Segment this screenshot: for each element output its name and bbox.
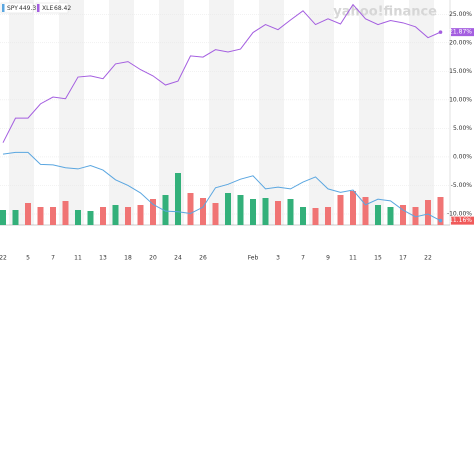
volume-bar bbox=[425, 200, 431, 225]
volume-bar bbox=[362, 197, 369, 225]
last-label: 21.87% bbox=[449, 29, 472, 36]
legend-swatch bbox=[2, 4, 5, 12]
last-label: -11.16% bbox=[447, 217, 472, 224]
x-tick-label: 15 bbox=[374, 255, 382, 262]
volume-bar bbox=[150, 199, 156, 225]
volume-bar bbox=[400, 205, 406, 225]
y-tick-label: 10.00% bbox=[449, 96, 472, 103]
x-tick-label: 18 bbox=[124, 255, 132, 262]
y-tick-label: -5.00% bbox=[451, 182, 473, 189]
volume-bar bbox=[212, 203, 219, 225]
volume-bar bbox=[125, 207, 131, 225]
x-tick-label: 5 bbox=[26, 255, 30, 262]
x-tick-label: 24 bbox=[174, 255, 182, 262]
x-tick-label: 3 bbox=[276, 255, 280, 262]
line-series bbox=[2, 151, 441, 222]
volume-bar bbox=[262, 198, 269, 225]
volume-bar bbox=[275, 201, 281, 225]
x-tick-label: 11 bbox=[74, 255, 82, 262]
volume-bar bbox=[237, 195, 244, 225]
y-tick-label: -10.00% bbox=[447, 211, 472, 218]
volume-bar bbox=[87, 211, 94, 225]
y-tick-label: 20.00% bbox=[449, 39, 472, 46]
volume-bar bbox=[225, 193, 231, 225]
volume-bar bbox=[12, 210, 19, 225]
y-tick-label: 5.00% bbox=[453, 125, 472, 132]
volume-bar bbox=[250, 199, 256, 225]
volume-bar bbox=[25, 203, 31, 225]
volume-bar bbox=[112, 205, 119, 225]
watermark: yahoo!finance bbox=[333, 5, 437, 20]
x-tick-label: 7 bbox=[301, 255, 305, 262]
volume-bar bbox=[337, 195, 344, 225]
volume-bar bbox=[187, 193, 194, 225]
x-tick-label: 7 bbox=[51, 255, 55, 262]
volume-bar bbox=[62, 201, 69, 225]
x-tick-label: 17 bbox=[399, 255, 407, 262]
last-tag bbox=[451, 28, 474, 37]
volume-bar bbox=[312, 208, 319, 225]
week-stripes bbox=[9, 0, 434, 225]
y-tick-label: 15.00% bbox=[449, 68, 472, 75]
volume-bar bbox=[175, 173, 181, 225]
volume-bar bbox=[100, 207, 106, 225]
x-tick-label: 26 bbox=[199, 255, 207, 262]
legend-swatch bbox=[37, 4, 40, 12]
volume-bar bbox=[50, 207, 56, 225]
legend-name: XLE bbox=[42, 5, 53, 12]
volume-bar bbox=[437, 197, 444, 225]
x-tick-label: 11 bbox=[349, 255, 357, 262]
volume-bar bbox=[200, 198, 206, 225]
legend-name: SPY bbox=[7, 5, 18, 12]
legend-box bbox=[0, 2, 34, 14]
volume-bar bbox=[387, 207, 394, 225]
last-point bbox=[438, 30, 443, 34]
volume-bar bbox=[350, 191, 356, 225]
last-tag bbox=[451, 216, 474, 225]
volume-bar bbox=[75, 210, 81, 225]
y-tick-label: 25.00% bbox=[449, 11, 472, 18]
volume-bar bbox=[412, 207, 419, 225]
line-series bbox=[2, 3, 441, 143]
x-tick-label: 20 bbox=[149, 255, 157, 262]
x-tick-label: 13 bbox=[99, 255, 107, 262]
volume-bar bbox=[0, 210, 6, 225]
volume-bar bbox=[137, 205, 144, 225]
volume-bar bbox=[37, 207, 44, 225]
legend-value: 449.32 bbox=[19, 5, 40, 12]
last-point bbox=[438, 218, 443, 223]
x-tick-label: 22 bbox=[424, 255, 432, 262]
volume-bar bbox=[162, 195, 169, 225]
x-tick-label: 9 bbox=[326, 255, 330, 262]
x-tick-label: 22 bbox=[0, 255, 7, 262]
y-tick-label: 0.00% bbox=[453, 153, 472, 160]
legend-box bbox=[35, 2, 69, 14]
volume-bar bbox=[325, 207, 331, 225]
x-tick-label: Feb bbox=[248, 255, 259, 262]
legend-value: 68.42 bbox=[54, 5, 71, 12]
volume-bar bbox=[375, 205, 381, 225]
volume-bar bbox=[287, 199, 294, 225]
volume-bar bbox=[300, 207, 306, 225]
